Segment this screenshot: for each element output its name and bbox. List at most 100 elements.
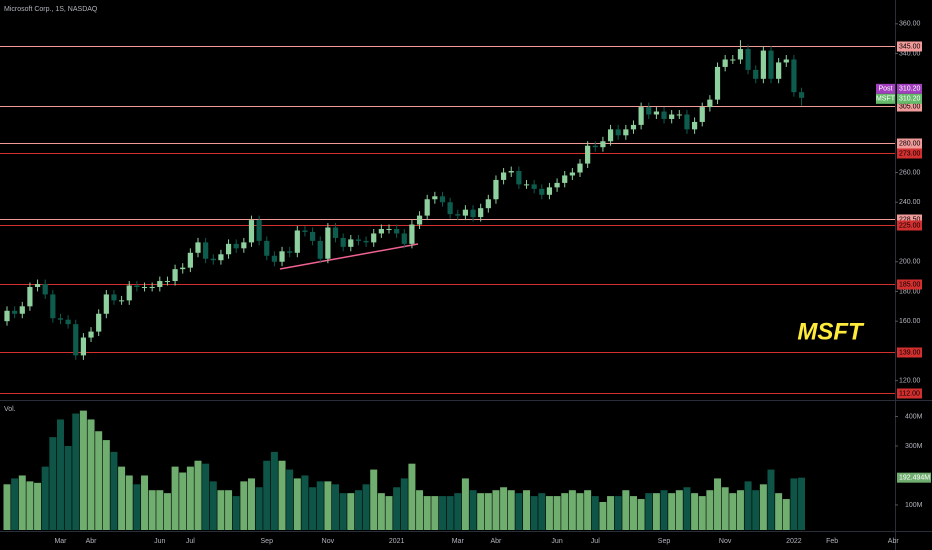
- candle-body: [539, 188, 545, 195]
- volume-bar: [263, 460, 271, 530]
- candle-body: [745, 49, 751, 70]
- volume-bar: [171, 466, 179, 530]
- price-label-box: [897, 93, 922, 104]
- candle-body: [577, 163, 583, 173]
- candle-body: [432, 196, 438, 200]
- x-tick-label: Sep: [261, 538, 274, 545]
- x-tick-label: Feb: [826, 538, 838, 545]
- x-tick-label: 2022: [786, 538, 802, 545]
- volume-bar: [614, 496, 622, 530]
- volume-bar: [752, 490, 760, 530]
- volume-bar: [423, 496, 431, 530]
- candle-body: [325, 227, 331, 259]
- candle-body: [653, 111, 659, 115]
- candle-body: [798, 92, 805, 98]
- level-label-box: [897, 388, 922, 399]
- y-tick-label: 160.00: [899, 318, 921, 325]
- volume-bar: [72, 413, 80, 530]
- volume-bar: [645, 493, 653, 530]
- candle-body: [615, 129, 621, 136]
- volume-bar: [377, 493, 385, 530]
- volume-bar: [110, 451, 118, 530]
- candle-body: [134, 285, 140, 287]
- candle-body: [562, 175, 568, 183]
- candle-body: [585, 145, 591, 164]
- price-label-box: [897, 83, 922, 94]
- candle-body: [669, 114, 675, 119]
- price-label: 310.20: [899, 96, 921, 103]
- volume-bar: [714, 478, 722, 530]
- candle-body: [722, 59, 728, 67]
- y-tick-label: 360.00: [899, 21, 921, 28]
- volume-bar: [477, 493, 485, 530]
- candle-body: [783, 59, 789, 63]
- volume-bar: [316, 481, 324, 530]
- candle-body: [4, 310, 10, 322]
- volume-bar: [339, 493, 347, 530]
- candle-body: [730, 59, 736, 61]
- level-label: 228.50: [899, 216, 921, 223]
- level-label-box: [897, 220, 922, 231]
- price-name-box: [876, 93, 895, 104]
- candle-body: [516, 171, 522, 185]
- candle-body: [386, 228, 392, 230]
- volume-bar: [744, 481, 752, 530]
- candle-body: [554, 182, 560, 188]
- candle-body: [508, 171, 514, 173]
- volume-bar: [11, 478, 19, 530]
- level-label: 139.00: [899, 349, 921, 356]
- volume-bar: [209, 481, 217, 530]
- volume-bar: [370, 469, 378, 530]
- volume-bar: [607, 496, 615, 530]
- price-label: 310.20: [899, 86, 921, 93]
- volume-bar: [767, 469, 775, 530]
- x-tick-label: Mar: [54, 538, 67, 545]
- x-tick-label: Abr: [888, 538, 900, 545]
- volume-tick-label: 300M: [905, 443, 923, 450]
- candle-body: [141, 286, 148, 288]
- candle-body: [600, 141, 606, 148]
- y-tick-label: 340.00: [899, 50, 921, 57]
- candle-body: [348, 239, 354, 247]
- volume-bar: [492, 490, 500, 530]
- volume-bar: [538, 493, 546, 530]
- y-tick-label: 240.00: [899, 199, 921, 206]
- candle-body: [225, 243, 232, 255]
- volume-bar: [125, 475, 133, 530]
- candle-body: [279, 251, 285, 262]
- volume-tick-label: 100M: [905, 502, 923, 509]
- candle-body: [531, 184, 537, 189]
- candle-body: [241, 242, 247, 249]
- volume-bar: [798, 477, 806, 530]
- volume-bar: [270, 451, 278, 530]
- candle-body: [409, 224, 415, 244]
- volume-bar: [95, 431, 103, 530]
- candle-body: [233, 243, 239, 249]
- candle-body: [126, 285, 132, 301]
- candle-body: [96, 313, 102, 332]
- candle-body: [317, 240, 323, 259]
- volume-bar: [26, 481, 34, 530]
- volume-bar: [309, 487, 317, 530]
- volume-bar: [148, 490, 156, 530]
- level-label: 345.00: [899, 43, 921, 50]
- y-tick-label: 180.00: [899, 288, 921, 295]
- candle-body: [187, 252, 193, 268]
- candle-body: [172, 269, 178, 282]
- candle-body: [714, 66, 721, 100]
- candle-body: [447, 202, 453, 215]
- volume-bar: [416, 490, 424, 530]
- volume-bar: [591, 496, 599, 530]
- volume-bar: [706, 490, 714, 530]
- candle-body: [195, 242, 201, 253]
- volume-bar: [385, 496, 393, 530]
- volume-bar: [79, 410, 87, 530]
- volume-title: Vol.: [4, 406, 16, 413]
- volume-bar: [133, 484, 141, 530]
- candle-body: [180, 267, 186, 270]
- volume-bar: [523, 490, 531, 530]
- volume-bar: [431, 496, 439, 530]
- candle-body: [340, 237, 346, 247]
- volume-bar: [301, 475, 309, 530]
